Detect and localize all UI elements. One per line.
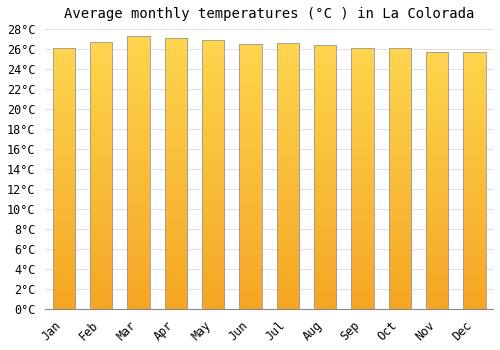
Bar: [463, 52, 485, 309]
Title: Average monthly temperatures (°C ) in La Colorada: Average monthly temperatures (°C ) in La…: [64, 7, 474, 21]
Bar: [388, 48, 411, 309]
Bar: [202, 40, 224, 309]
Bar: [52, 48, 75, 309]
Bar: [426, 52, 448, 309]
Bar: [276, 43, 299, 309]
Bar: [90, 42, 112, 309]
Bar: [351, 48, 374, 309]
Bar: [240, 44, 262, 309]
Bar: [164, 38, 187, 309]
Bar: [314, 45, 336, 309]
Bar: [128, 36, 150, 309]
